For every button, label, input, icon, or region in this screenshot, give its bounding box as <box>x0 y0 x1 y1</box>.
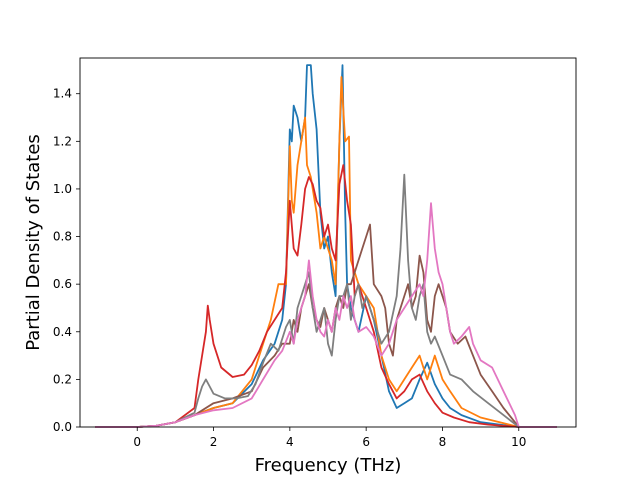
y-tick-label: 0.8 <box>53 230 72 244</box>
x-tick-label: 4 <box>286 435 294 449</box>
y-tick-label: 0.0 <box>53 420 72 434</box>
series-line-3 <box>95 164 557 428</box>
series-line-6 <box>95 202 557 428</box>
x-axis-ticks: 0 2 4 6 8 10 <box>133 427 526 449</box>
x-tick-label: 8 <box>439 435 447 449</box>
x-tick-label: 0 <box>133 435 141 449</box>
y-axis-label: Partial Density of States <box>23 134 44 351</box>
y-tick-label: 0.2 <box>53 372 72 386</box>
y-tick-label: 0.4 <box>53 325 72 339</box>
y-axis-ticks: 0.0 0.2 0.4 0.6 0.8 1.0 1.2 1.4 <box>53 87 80 434</box>
y-tick-label: 0.6 <box>53 277 72 291</box>
x-axis-label: Frequency (THz) <box>255 455 402 476</box>
x-tick-label: 10 <box>511 435 526 449</box>
y-tick-label: 1.0 <box>53 182 72 196</box>
axes-frame <box>79 57 577 428</box>
x-tick-label: 6 <box>362 435 370 449</box>
series-line-5 <box>95 173 557 428</box>
plot-area <box>95 64 557 428</box>
y-tick-label: 1.4 <box>53 87 72 101</box>
x-tick-label: 2 <box>210 435 218 449</box>
y-tick-label: 1.2 <box>53 134 72 148</box>
